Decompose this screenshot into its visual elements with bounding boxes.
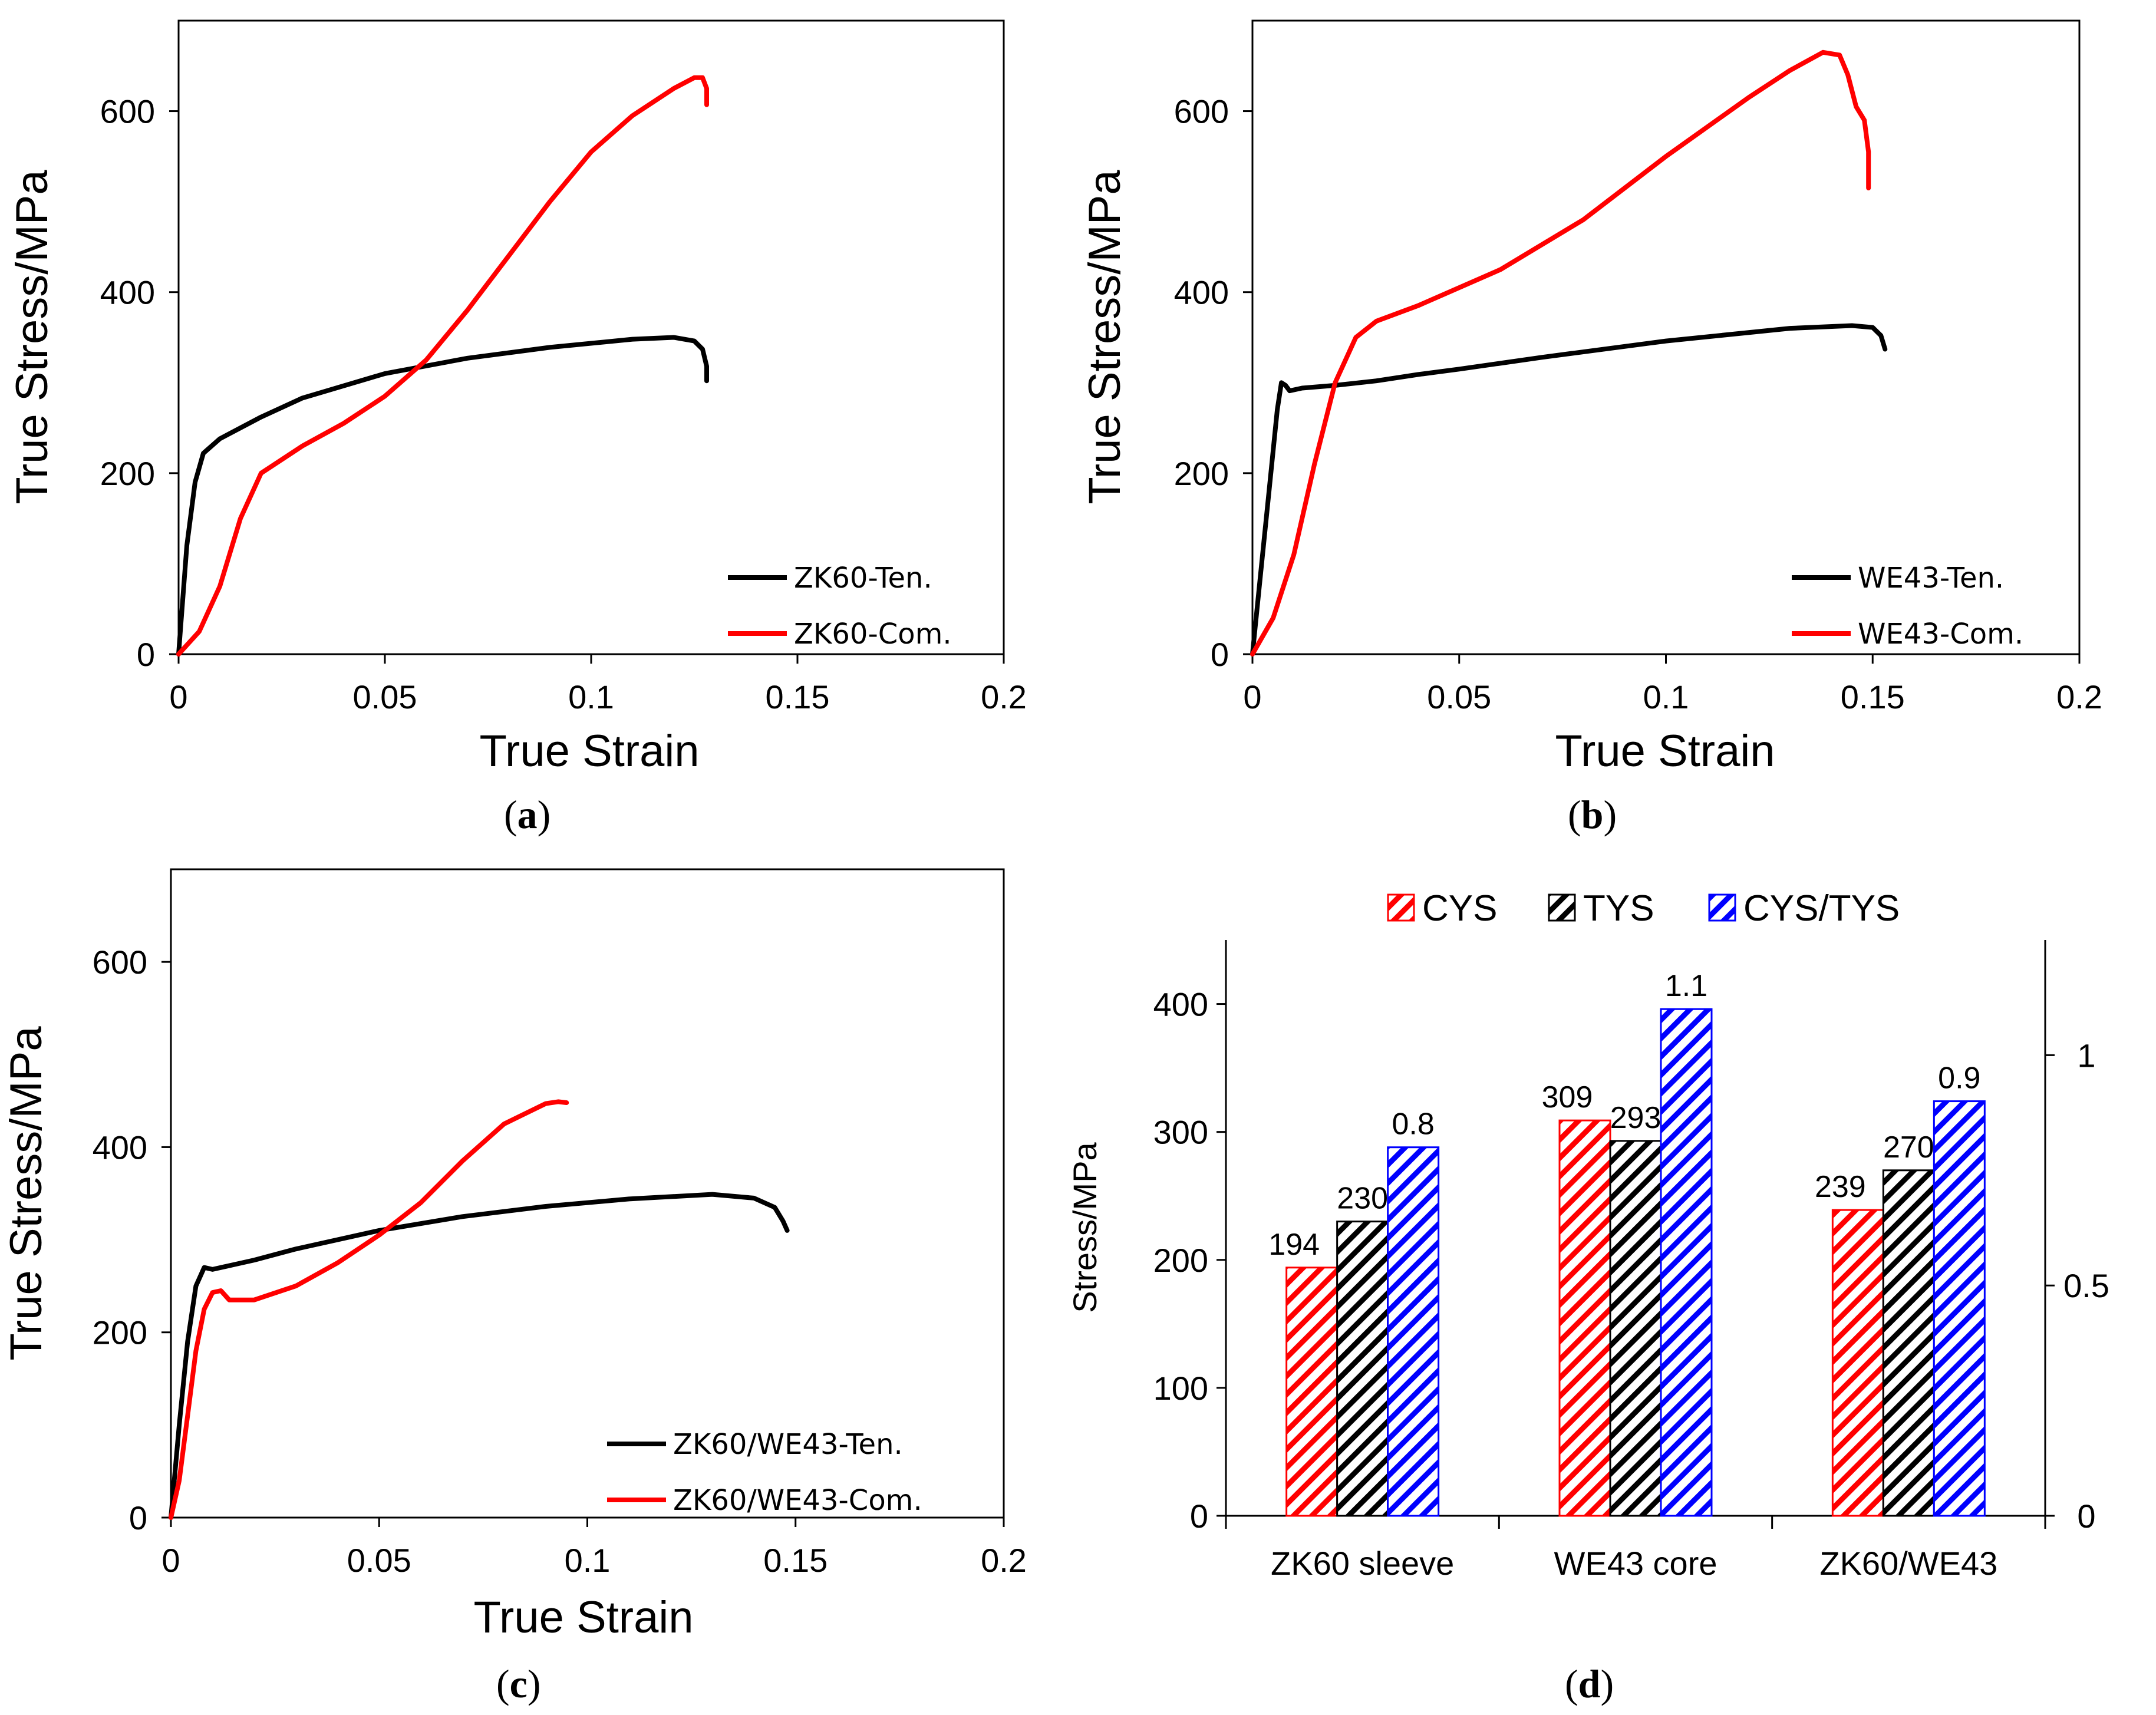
y-tick-label: 200 bbox=[93, 1314, 147, 1351]
legend-label: CYS bbox=[1422, 888, 1497, 929]
y-tick-label: 200 bbox=[1153, 1242, 1208, 1279]
series-line-zk60-com- bbox=[176, 75, 709, 657]
x-tick-label: 0.05 bbox=[353, 678, 417, 715]
series-line-we43-ten- bbox=[1250, 323, 1888, 657]
bar-cys bbox=[1285, 1267, 1339, 1517]
data-label: 0.8 bbox=[1392, 1107, 1435, 1142]
series-line-zk60-ten- bbox=[176, 335, 709, 657]
x-tick-label: 0.05 bbox=[347, 1542, 411, 1579]
x-tick-label: 0.2 bbox=[981, 1542, 1027, 1579]
panel-a-frame bbox=[177, 19, 1005, 655]
y-tick-label: 400 bbox=[93, 1129, 147, 1166]
panel-d: 0 100 200 300 400 0 0.5 1 ZK60 sleeve WE43 core ZK… bbox=[1066, 888, 2109, 1706]
x-tick-label: 0.1 bbox=[565, 1542, 611, 1579]
legend-label: ZK60-Ten. bbox=[794, 562, 932, 595]
category-label: WE43 core bbox=[1554, 1545, 1717, 1582]
legend-label: CYS/TYS bbox=[1743, 888, 1900, 929]
x-tick-label: 0 bbox=[1243, 678, 1261, 715]
legend-label: WE43-Ten. bbox=[1858, 562, 2004, 595]
y-tick-label: 600 bbox=[100, 93, 155, 130]
legend-label: ZK60/WE43-Com. bbox=[673, 1484, 922, 1517]
bar-tys bbox=[1609, 1140, 1662, 1517]
bar-cys-tys bbox=[1387, 1146, 1440, 1517]
x-axis-label: True Strain bbox=[479, 726, 699, 776]
x-tick-label: 0.2 bbox=[981, 678, 1027, 715]
y-axis-label: Stress/MPa bbox=[1066, 1142, 1103, 1312]
y-axis-label: True Stress/MPa bbox=[7, 170, 57, 504]
legend-swatch bbox=[1548, 893, 1576, 922]
x-axis-label: True Strain bbox=[1555, 726, 1775, 776]
y2-tick-label: 0 bbox=[2077, 1498, 2095, 1535]
bar-cys-tys bbox=[1660, 1008, 1713, 1517]
panel-c-caption: (c) bbox=[496, 1661, 541, 1706]
panel-a-plot-area: 0 0.05 0.1 0.15 0.2 0 200 400 600 True Strain True… bbox=[7, 75, 1027, 776]
data-label: 270 bbox=[1883, 1130, 1934, 1165]
x-axis-label: True Strain bbox=[473, 1592, 693, 1643]
panel-b-plot-area: 0 0.05 0.1 0.15 0.2 0 200 400 600 True Strain True… bbox=[1080, 50, 2102, 776]
panel-b-frame bbox=[1251, 19, 2081, 655]
data-label: 230 bbox=[1337, 1182, 1388, 1216]
y-tick-label: 0 bbox=[137, 636, 155, 673]
panel-b: 0 0.05 0.1 0.15 0.2 0 200 400 600 True Strain True… bbox=[1080, 19, 2102, 837]
panel-a-caption: (a) bbox=[504, 792, 550, 837]
bar-cys bbox=[1558, 1119, 1611, 1517]
bar-cys bbox=[1831, 1209, 1884, 1517]
panel-d-plot-area: 0 100 200 300 400 0 0.5 1 ZK60 sleeve WE43 core ZK… bbox=[1066, 888, 2109, 1582]
x-tick-label: 0.15 bbox=[763, 1542, 828, 1579]
series-line-we43-com- bbox=[1250, 50, 1871, 657]
bar-tys bbox=[1882, 1169, 1935, 1517]
legend-swatch bbox=[1387, 893, 1415, 922]
y-axis-label: True Stress/MPa bbox=[1080, 170, 1130, 504]
data-label: 1.1 bbox=[1665, 969, 1707, 1003]
x-tick-label: 0.2 bbox=[2056, 678, 2102, 715]
x-tick-label: 0.1 bbox=[568, 678, 614, 715]
x-tick-label: 0.15 bbox=[766, 678, 830, 715]
y2-tick-label: 1 bbox=[2077, 1037, 2095, 1074]
y-tick-label: 0 bbox=[1190, 1498, 1208, 1535]
data-label: 309 bbox=[1542, 1080, 1593, 1114]
y-tick-label: 0 bbox=[129, 1499, 147, 1536]
y-tick-label: 100 bbox=[1153, 1370, 1208, 1407]
x-tick-label: 0 bbox=[161, 1542, 180, 1579]
y2-tick-label: 0.5 bbox=[2063, 1267, 2109, 1304]
legend-label: TYS bbox=[1583, 888, 1654, 929]
category-label: ZK60/WE43 bbox=[1819, 1545, 1997, 1582]
y-axis-label: True Stress/MPa bbox=[1, 1026, 51, 1361]
bar-cys-tys bbox=[1933, 1100, 1986, 1517]
x-tick-label: 0.05 bbox=[1427, 678, 1491, 715]
panel-c-frame bbox=[170, 868, 1005, 1519]
y-tick-label: 200 bbox=[1174, 455, 1229, 492]
data-label: 0.9 bbox=[1938, 1061, 1980, 1096]
x-tick-label: 0.1 bbox=[1643, 678, 1689, 715]
series-line-zk60-we43-ten- bbox=[169, 1192, 790, 1520]
series-line-zk60-we43-com- bbox=[169, 1099, 569, 1520]
legend-label: ZK60-Com. bbox=[794, 618, 952, 651]
x-tick-label: 0 bbox=[169, 678, 187, 715]
bar-tys bbox=[1336, 1221, 1389, 1517]
x-tick-label: 0.15 bbox=[1841, 678, 1905, 715]
y-tick-label: 600 bbox=[1174, 93, 1229, 130]
category-label: ZK60 sleeve bbox=[1271, 1545, 1454, 1582]
panel-b-caption: (b) bbox=[1568, 792, 1617, 837]
data-label: 194 bbox=[1268, 1228, 1320, 1262]
y-tick-label: 400 bbox=[100, 274, 155, 311]
legend-label: ZK60/WE43-Ten. bbox=[673, 1428, 903, 1461]
legend-swatch bbox=[1708, 893, 1736, 922]
panel-a: 0 0.05 0.1 0.15 0.2 0 200 400 600 True Strain True… bbox=[7, 19, 1027, 837]
y-tick-label: 400 bbox=[1153, 986, 1208, 1023]
y-tick-label: 600 bbox=[93, 944, 147, 981]
data-label: 239 bbox=[1815, 1170, 1866, 1204]
panel-c: 0 0.05 0.1 0.15 0.2 0 200 400 600 True Strain True… bbox=[1, 868, 1027, 1706]
y-tick-label: 400 bbox=[1174, 274, 1229, 311]
legend-label: WE43-Com. bbox=[1858, 618, 2023, 651]
y-tick-label: 200 bbox=[100, 455, 155, 492]
panel-d-caption: (d) bbox=[1565, 1661, 1614, 1706]
y-tick-label: 0 bbox=[1211, 636, 1229, 673]
panel-c-plot-area: 0 0.05 0.1 0.15 0.2 0 200 400 600 True Strain True… bbox=[1, 944, 1027, 1643]
y-tick-label: 300 bbox=[1153, 1114, 1208, 1151]
data-label: 293 bbox=[1610, 1101, 1661, 1135]
